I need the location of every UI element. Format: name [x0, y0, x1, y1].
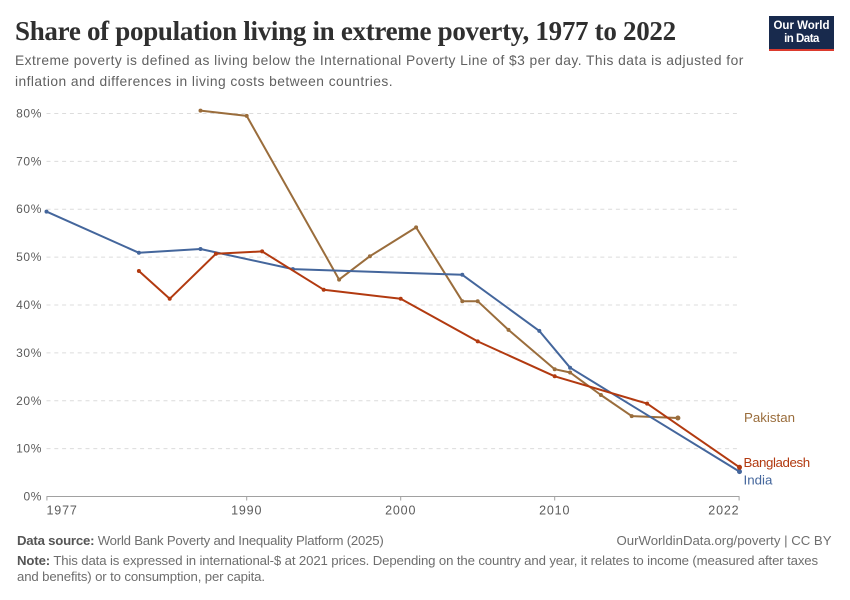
svg-text:50%: 50% — [16, 250, 42, 264]
svg-text:40%: 40% — [16, 298, 42, 312]
svg-text:1990: 1990 — [231, 504, 262, 518]
svg-text:60%: 60% — [16, 202, 42, 216]
svg-text:80%: 80% — [16, 107, 42, 121]
svg-text:20%: 20% — [16, 394, 42, 408]
svg-text:10%: 10% — [16, 442, 42, 456]
svg-text:2000: 2000 — [385, 504, 416, 518]
svg-text:2022: 2022 — [708, 504, 739, 518]
svg-text:Pakistan: Pakistan — [744, 410, 795, 425]
svg-text:2010: 2010 — [539, 504, 570, 518]
svg-text:70%: 70% — [16, 154, 42, 168]
svg-text:India: India — [744, 473, 773, 488]
svg-text:30%: 30% — [16, 346, 42, 360]
svg-text:1977: 1977 — [47, 504, 78, 518]
svg-text:0%: 0% — [23, 490, 42, 504]
svg-text:Bangladesh: Bangladesh — [744, 455, 810, 470]
